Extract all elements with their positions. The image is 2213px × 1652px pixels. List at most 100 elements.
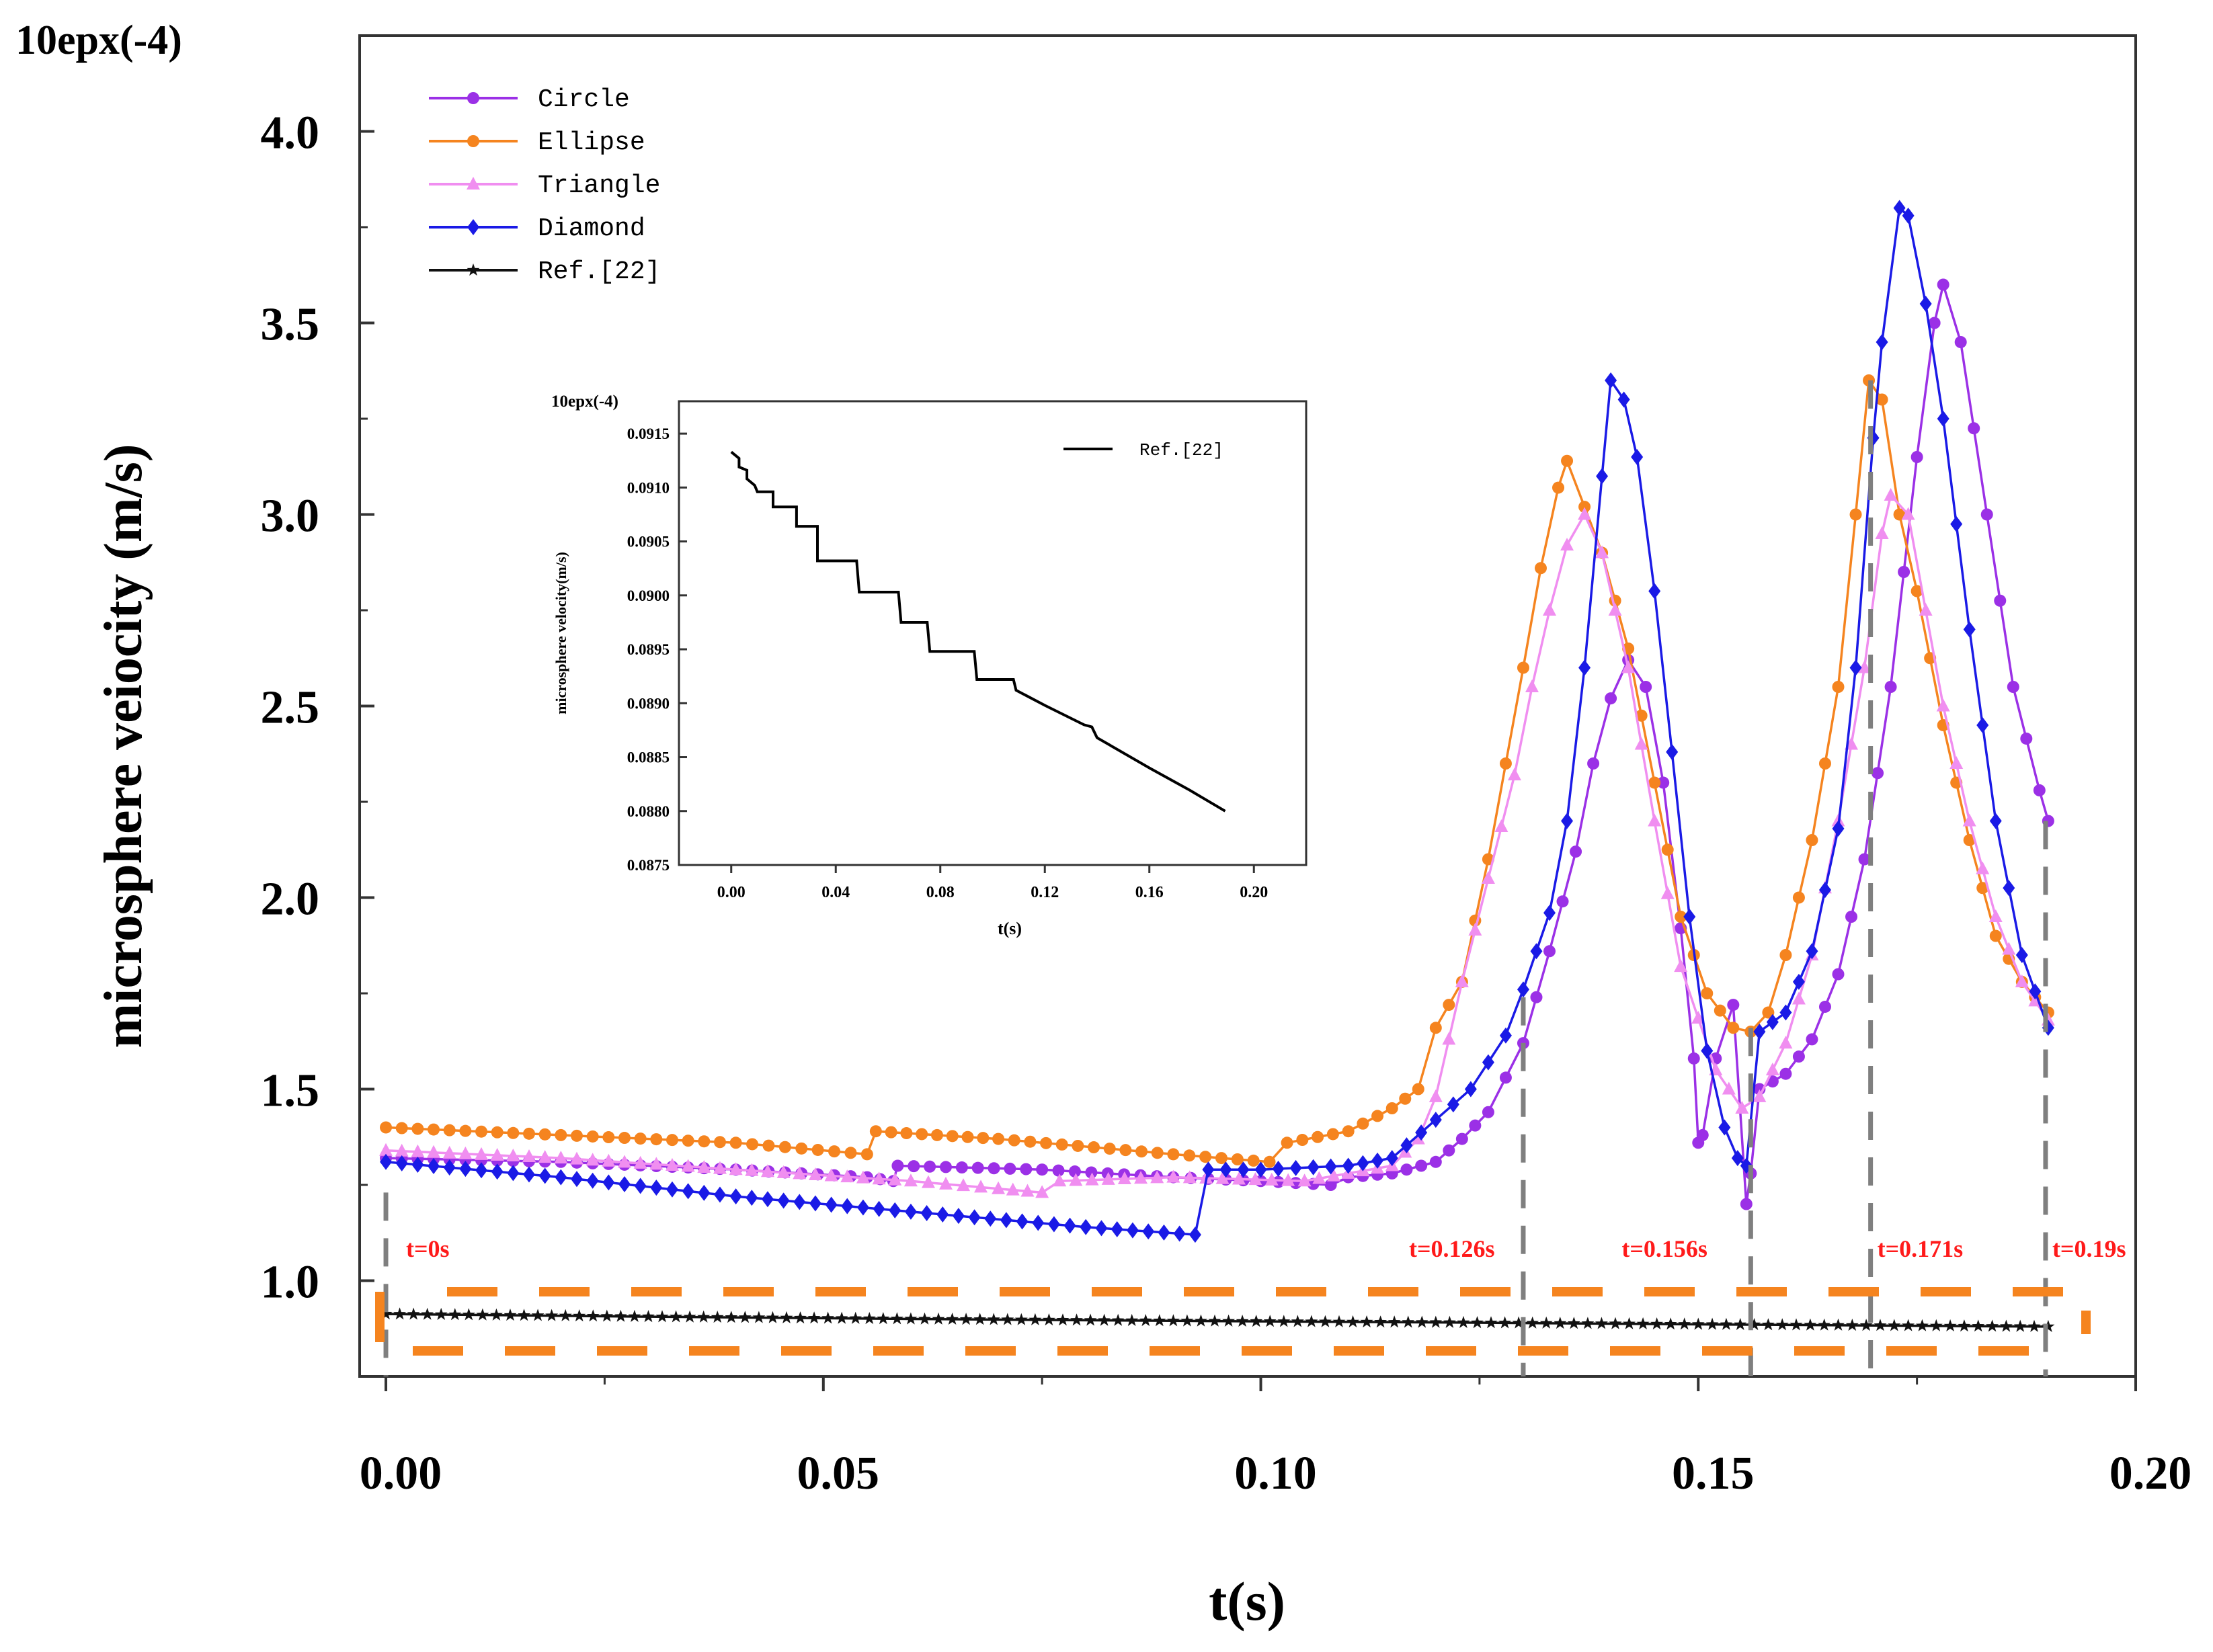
series-point-diamond xyxy=(1307,1159,1320,1175)
series-point-triangle xyxy=(586,1153,600,1166)
series-point-circle xyxy=(955,1161,968,1174)
series-point-circle xyxy=(1858,853,1871,866)
legend-marker xyxy=(467,177,480,190)
inset-x-tick-label: 0.16 xyxy=(1135,884,1164,901)
series-point-ref-22 xyxy=(1958,1319,1971,1332)
series-point-ref-22 xyxy=(1554,1317,1567,1329)
series-point-triangle xyxy=(1468,922,1482,936)
series-point-diamond xyxy=(1792,973,1805,990)
series-point-ref-22 xyxy=(379,1307,393,1320)
series-point-circle xyxy=(1928,317,1941,329)
series-point-ellipse xyxy=(1103,1143,1116,1155)
series-point-ellipse xyxy=(555,1128,567,1141)
series-point-ref-22 xyxy=(1678,1317,1691,1330)
series-point-ref-22 xyxy=(1775,1318,1789,1331)
series-point-circle xyxy=(2007,681,2019,693)
series-point-ref-22 xyxy=(1402,1315,1415,1328)
series-point-ref-22 xyxy=(1318,1315,1332,1327)
series-point-ref-22 xyxy=(1056,1313,1070,1326)
series-point-ellipse xyxy=(538,1128,551,1141)
legend-label: Triangle xyxy=(538,171,660,200)
series-point-triangle xyxy=(1525,679,1539,692)
series-point-circle xyxy=(2033,784,2046,796)
series-point-ellipse xyxy=(428,1123,440,1136)
series-point-diamond xyxy=(1806,943,1818,960)
main-y-tick-label: 2.0 xyxy=(261,874,320,925)
series-point-ref-22 xyxy=(1277,1315,1291,1327)
series-point-diamond xyxy=(1324,1158,1337,1175)
series-point-ellipse xyxy=(571,1129,584,1142)
series-point-ellipse xyxy=(869,1125,882,1138)
series-point-diamond xyxy=(1063,1217,1076,1234)
series-point-triangle xyxy=(1660,886,1675,899)
series-point-triangle xyxy=(957,1178,971,1192)
legend-marker xyxy=(467,263,480,276)
main-y-tick-label: 3.0 xyxy=(261,491,320,542)
series-point-ref-22 xyxy=(946,1313,959,1325)
series-point-triangle xyxy=(458,1146,473,1159)
series-point-ref-22 xyxy=(559,1309,572,1321)
series-point-diamond xyxy=(841,1198,854,1214)
series-point-triangle xyxy=(1949,756,1964,769)
series-point-triangle xyxy=(1648,813,1662,827)
series-point-diamond xyxy=(1605,372,1617,388)
inset-chart: 0.0875 0.0880 0.0885 0.0890 0.0895 0.0900 0.09… xyxy=(551,393,1307,938)
series-point-triangle xyxy=(1481,871,1495,884)
series-point-ellipse xyxy=(1552,481,1565,494)
series-point-circle xyxy=(1429,1155,1442,1168)
series-point-triangle xyxy=(1215,1171,1230,1184)
series-point-ellipse xyxy=(1371,1110,1384,1122)
series-point-ellipse xyxy=(1281,1137,1293,1149)
series-point-ellipse xyxy=(395,1122,408,1134)
series-point-ellipse xyxy=(1357,1117,1369,1130)
series-point-circle xyxy=(1020,1163,1033,1175)
series-point-ref-22 xyxy=(1443,1315,1456,1328)
series-point-circle xyxy=(1499,1071,1512,1084)
main-x-tick-label: 0.15 xyxy=(1672,1448,1755,1499)
series-point-ref-22 xyxy=(407,1307,420,1320)
series-point-diamond xyxy=(1237,1161,1250,1178)
series-point-ellipse xyxy=(900,1127,913,1140)
series-point-ellipse xyxy=(1963,834,1976,846)
series-point-ref-22 xyxy=(1595,1317,1608,1329)
series-point-ref-22 xyxy=(807,1311,821,1324)
series-point-triangle xyxy=(1232,1171,1246,1185)
series-point-ref-22 xyxy=(1512,1316,1525,1329)
series-point-diamond xyxy=(1189,1227,1201,1243)
series-point-circle xyxy=(908,1160,920,1173)
series-point-ref-22 xyxy=(1263,1315,1277,1327)
series-point-diamond xyxy=(1385,1150,1398,1167)
series-point-circle xyxy=(1740,1198,1753,1210)
main-y-ticks: 1.0 1.5 2.0 2.5 3.0 3.5 4.0 xyxy=(261,108,374,1309)
series-point-diamond xyxy=(1202,1161,1215,1178)
series-point-diamond xyxy=(1111,1221,1123,1237)
series-point-triangle xyxy=(475,1147,489,1160)
series-point-circle xyxy=(1068,1165,1081,1178)
series-point-triangle xyxy=(617,1155,631,1168)
series-point-ref-22 xyxy=(2042,1319,2055,1332)
series-point-diamond xyxy=(984,1210,997,1227)
series-point-triangle xyxy=(938,1176,953,1190)
time-marker-label: t=0s xyxy=(406,1235,450,1262)
series-point-triangle xyxy=(1595,545,1609,559)
series-point-ref-22 xyxy=(973,1313,987,1325)
series-point-circle xyxy=(891,1159,904,1172)
series-point-diamond xyxy=(1578,659,1591,676)
series-point-diamond xyxy=(729,1188,742,1205)
series-point-circle xyxy=(1455,1132,1468,1145)
inset-x-tick-label: 0.00 xyxy=(717,884,746,901)
series-point-ref-22 xyxy=(586,1309,600,1322)
series-point-ellipse xyxy=(1661,843,1674,856)
series-point-diamond xyxy=(1032,1214,1045,1231)
legend-marker xyxy=(467,219,479,235)
series-point-diamond xyxy=(1718,1119,1731,1136)
series-point-ref-22 xyxy=(1332,1315,1346,1327)
series-point-ref-22 xyxy=(2027,1319,2041,1332)
series-point-ref-22 xyxy=(1705,1317,1719,1330)
series-point-ellipse xyxy=(1247,1154,1260,1167)
series-point-diamond xyxy=(443,1159,456,1176)
series-point-ref-22 xyxy=(1111,1313,1125,1326)
series-point-diamond xyxy=(1666,743,1679,760)
series-point-diamond xyxy=(1289,1159,1302,1176)
